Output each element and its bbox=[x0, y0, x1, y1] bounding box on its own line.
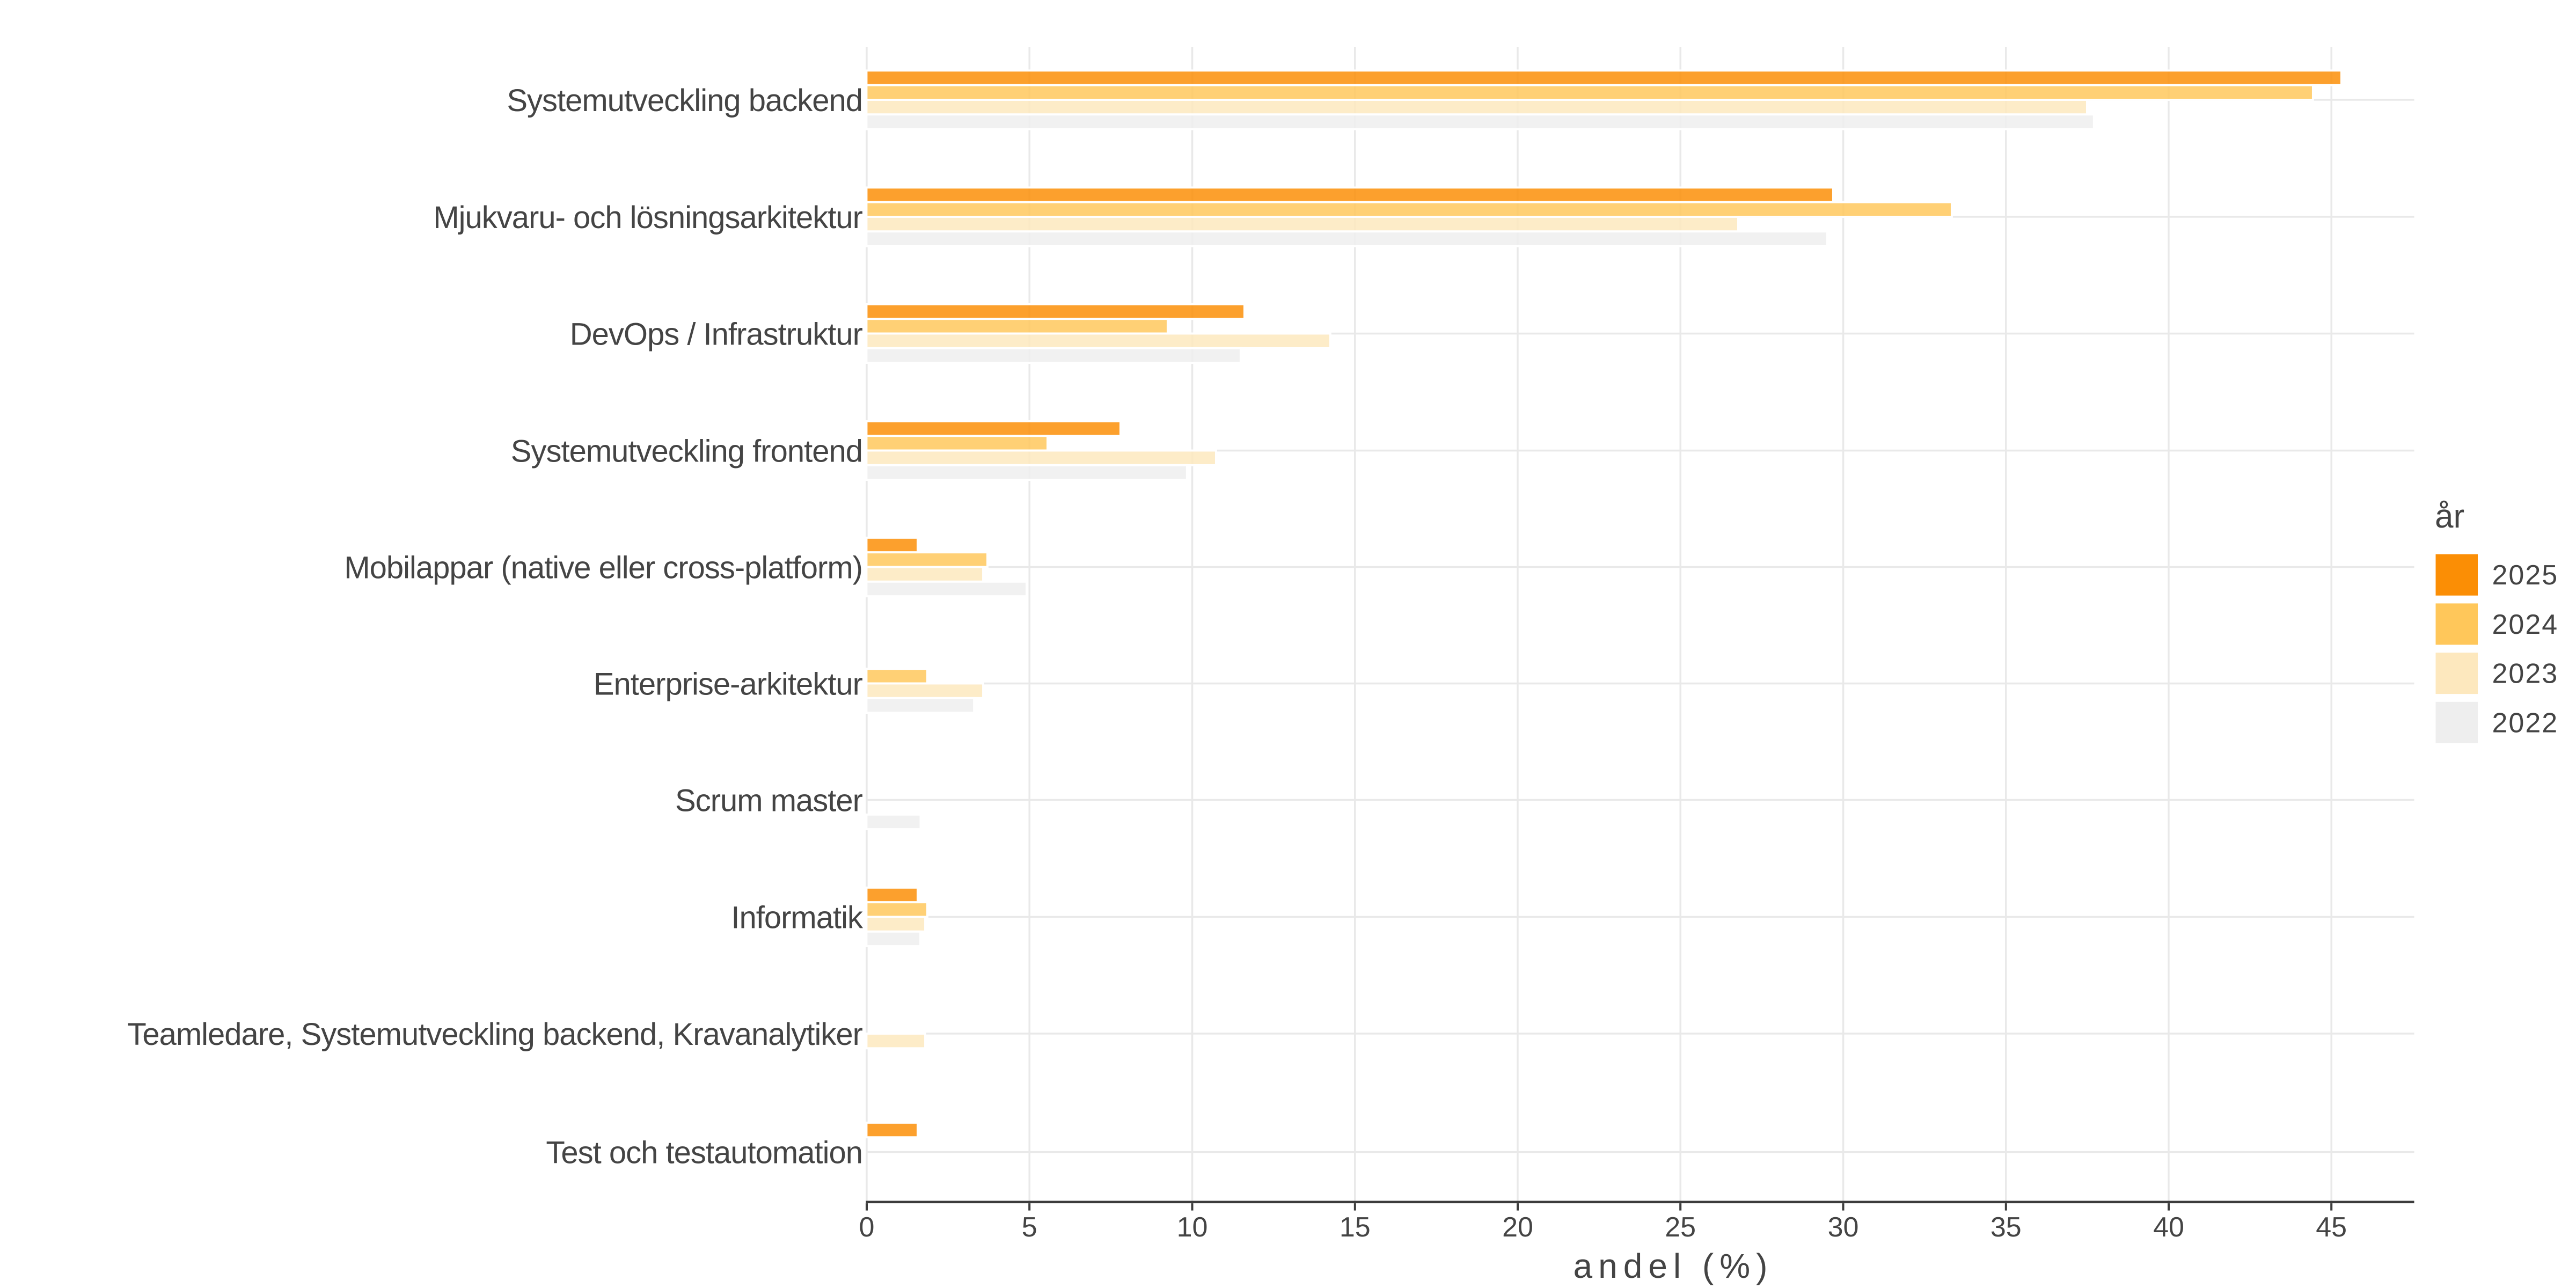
svg-text:år: år bbox=[2435, 498, 2464, 535]
svg-text:Scrum master: Scrum master bbox=[675, 784, 863, 818]
svg-text:5: 5 bbox=[1022, 1212, 1037, 1243]
svg-text:0: 0 bbox=[859, 1212, 875, 1243]
svg-text:2025: 2025 bbox=[2492, 560, 2559, 591]
svg-text:Mobilappar (native eller cross: Mobilappar (native eller cross-platform) bbox=[344, 551, 862, 586]
svg-text:2024: 2024 bbox=[2492, 609, 2559, 640]
svg-text:Systemutveckling frontend: Systemutveckling frontend bbox=[511, 434, 862, 469]
svg-text:25: 25 bbox=[1665, 1212, 1696, 1243]
svg-text:Mjukvaru- och lösningsarkitekt: Mjukvaru- och lösningsarkitektur bbox=[433, 200, 862, 235]
svg-text:20: 20 bbox=[1502, 1212, 1533, 1243]
svg-text:35: 35 bbox=[1990, 1212, 2022, 1243]
svg-text:2022: 2022 bbox=[2492, 707, 2559, 738]
svg-text:Teamledare, Systemutveckling b: Teamledare, Systemutveckling backend, Kr… bbox=[127, 1017, 862, 1052]
svg-text:Informatik: Informatik bbox=[731, 901, 863, 935]
svg-text:30: 30 bbox=[1828, 1212, 1859, 1243]
svg-text:DevOps / Infrastruktur: DevOps / Infrastruktur bbox=[570, 317, 863, 352]
svg-text:Systemutveckling backend: Systemutveckling backend bbox=[507, 83, 862, 118]
svg-text:andel (%): andel (%) bbox=[1574, 1247, 1774, 1285]
svg-text:15: 15 bbox=[1340, 1212, 1371, 1243]
svg-text:40: 40 bbox=[2153, 1212, 2184, 1243]
svg-text:45: 45 bbox=[2316, 1212, 2347, 1243]
svg-text:2023: 2023 bbox=[2492, 658, 2559, 690]
svg-text:Enterprise-arkitektur: Enterprise-arkitektur bbox=[594, 667, 863, 702]
svg-text:Test och testautomation: Test och testautomation bbox=[546, 1136, 862, 1170]
svg-text:10: 10 bbox=[1177, 1212, 1208, 1243]
